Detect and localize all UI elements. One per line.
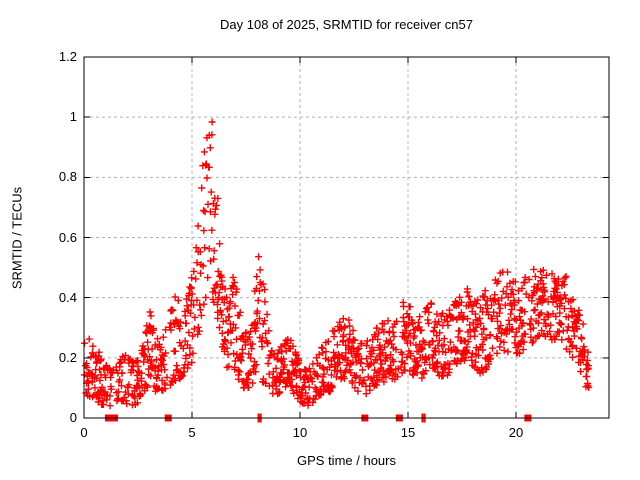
x-tick-label: 10 <box>292 425 308 440</box>
x-tick-label: 20 <box>508 425 524 440</box>
x-tick-label: 0 <box>80 425 88 440</box>
y-tick-label: 0.4 <box>58 289 77 305</box>
chart-title: Day 108 of 2025, SRMTID for receiver cn5… <box>220 17 473 32</box>
y-tick-label: 0.8 <box>58 169 77 185</box>
y-tick-label: 1.2 <box>58 49 77 64</box>
y-tick-label: 0.2 <box>58 349 77 365</box>
x-tick-label: 15 <box>400 425 416 440</box>
x-tick-label: 5 <box>188 425 196 440</box>
y-tick-label: 1 <box>69 109 77 125</box>
y-tick-label: 0.6 <box>58 229 77 245</box>
y-tick-label: 0 <box>69 410 77 425</box>
x-axis-label: GPS time / hours <box>297 453 396 468</box>
